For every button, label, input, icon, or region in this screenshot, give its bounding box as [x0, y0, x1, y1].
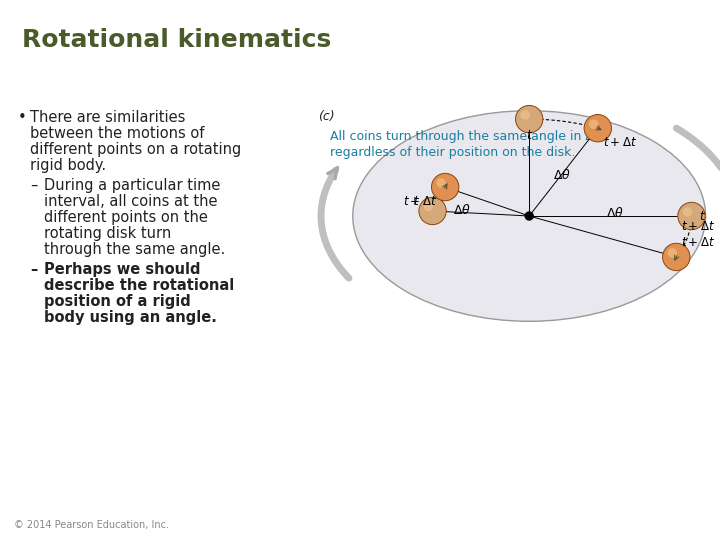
Text: different points on a rotating: different points on a rotating [30, 142, 241, 157]
Text: –: – [30, 262, 37, 277]
Text: rigid body.: rigid body. [30, 158, 106, 173]
Circle shape [436, 178, 446, 188]
Text: $t + \Delta t$: $t + \Delta t$ [603, 136, 636, 149]
Text: describe the rotational: describe the rotational [44, 278, 234, 293]
Text: During a particular time: During a particular time [44, 178, 220, 193]
Circle shape [525, 212, 534, 220]
Circle shape [678, 202, 705, 230]
Text: between the motions of: between the motions of [30, 126, 204, 141]
Text: $t + \Delta t$: $t + \Delta t$ [681, 236, 716, 249]
Text: $t$: $t$ [413, 195, 420, 208]
Text: (c): (c) [318, 110, 335, 123]
Text: •: • [18, 110, 27, 125]
Circle shape [667, 248, 677, 258]
Text: There are similarities: There are similarities [30, 110, 185, 125]
Text: body using an angle.: body using an angle. [44, 310, 217, 325]
Text: position of a rigid: position of a rigid [44, 294, 191, 309]
Text: through the same angle.: through the same angle. [44, 242, 225, 257]
Text: interval, all coins at the: interval, all coins at the [44, 194, 217, 209]
Text: All coins turn through the same angle in Δt,: All coins turn through the same angle in… [330, 130, 603, 143]
Text: $\Delta\theta$: $\Delta\theta$ [454, 203, 472, 217]
Text: rotating disk turn: rotating disk turn [44, 226, 171, 241]
Text: $t + \Delta t$: $t + \Delta t$ [681, 220, 716, 233]
Text: $\Delta\theta$: $\Delta\theta$ [606, 206, 624, 220]
Circle shape [423, 202, 433, 212]
Text: –: – [30, 178, 37, 193]
Text: $t$: $t$ [526, 129, 533, 142]
Text: regardless of their position on the disk.: regardless of their position on the disk… [330, 146, 575, 159]
Circle shape [683, 207, 692, 217]
Ellipse shape [353, 111, 706, 321]
Text: $\Delta\theta$: $\Delta\theta$ [554, 168, 572, 182]
Circle shape [662, 243, 690, 271]
Text: different points on the: different points on the [44, 210, 208, 225]
Text: Perhaps we should: Perhaps we should [44, 262, 200, 277]
Text: Rotational kinematics: Rotational kinematics [22, 28, 331, 52]
Text: © 2014 Pearson Education, Inc.: © 2014 Pearson Education, Inc. [14, 520, 169, 530]
Circle shape [521, 110, 530, 120]
Circle shape [419, 197, 446, 225]
Circle shape [589, 119, 598, 129]
Circle shape [431, 173, 459, 201]
Circle shape [516, 105, 543, 133]
Text: $t + \Delta t$: $t + \Delta t$ [403, 195, 437, 208]
Circle shape [584, 114, 611, 142]
Text: $t$: $t$ [700, 210, 706, 222]
